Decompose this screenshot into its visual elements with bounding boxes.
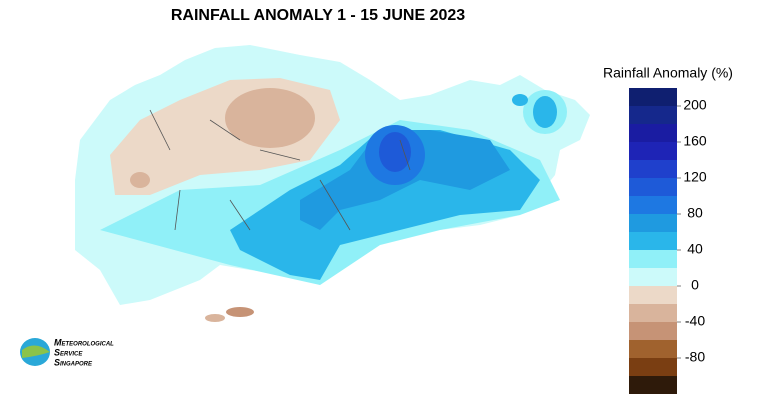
logo-text: Service — [54, 347, 83, 357]
logo: Meteorological Service Singapore — [20, 337, 114, 367]
colorbar-bin — [629, 142, 677, 160]
island — [512, 94, 528, 106]
colorbar-bin — [629, 250, 677, 268]
singapore-map — [75, 45, 590, 322]
island — [205, 314, 225, 322]
logo-text: Meteorological — [54, 337, 114, 347]
logo-mark — [22, 345, 50, 358]
colorbar-bin — [629, 214, 677, 232]
colorbar-tick-label: 160 — [683, 133, 707, 149]
colorbar-bin — [629, 196, 677, 214]
island — [533, 96, 557, 128]
colorbar-tick-label: 80 — [687, 205, 703, 221]
colorbar-tick-label: 200 — [683, 97, 707, 113]
colorbar-bin — [629, 376, 677, 394]
colorbar-tick-label: -80 — [685, 349, 705, 365]
colorbar-bin — [629, 232, 677, 250]
colorbar-bin — [629, 358, 677, 376]
colorbar-bin — [629, 124, 677, 142]
rivers — [149, 109, 411, 231]
colorbar-tick-label: 0 — [691, 277, 699, 293]
map-title: RAINFALL ANOMALY 1 - 15 JUNE 2023 — [171, 7, 465, 24]
colorbar-tick-label: -40 — [685, 313, 705, 329]
island — [226, 307, 254, 317]
colorbar-bin — [629, 106, 677, 124]
colorbar-bin — [629, 268, 677, 286]
colorbar-bin — [629, 304, 677, 322]
colorbar-bin — [629, 340, 677, 358]
logo-text: Singapore — [54, 357, 93, 367]
wet-core — [379, 132, 411, 172]
legend-title: Rainfall Anomaly (%) — [603, 65, 733, 81]
colorbar-bin — [629, 88, 677, 106]
colorbar-bin — [629, 178, 677, 196]
dry-core — [130, 172, 150, 188]
colorbar-bin — [629, 286, 677, 304]
colorbar-bin — [629, 322, 677, 340]
colorbar-bin — [629, 160, 677, 178]
dry-core — [225, 88, 315, 148]
colorbar: 200 160 120 80 40 0 -40 -80 — [629, 88, 707, 394]
colorbar-tick-label: 40 — [687, 241, 703, 257]
colorbar-tick-label: 120 — [683, 169, 707, 185]
